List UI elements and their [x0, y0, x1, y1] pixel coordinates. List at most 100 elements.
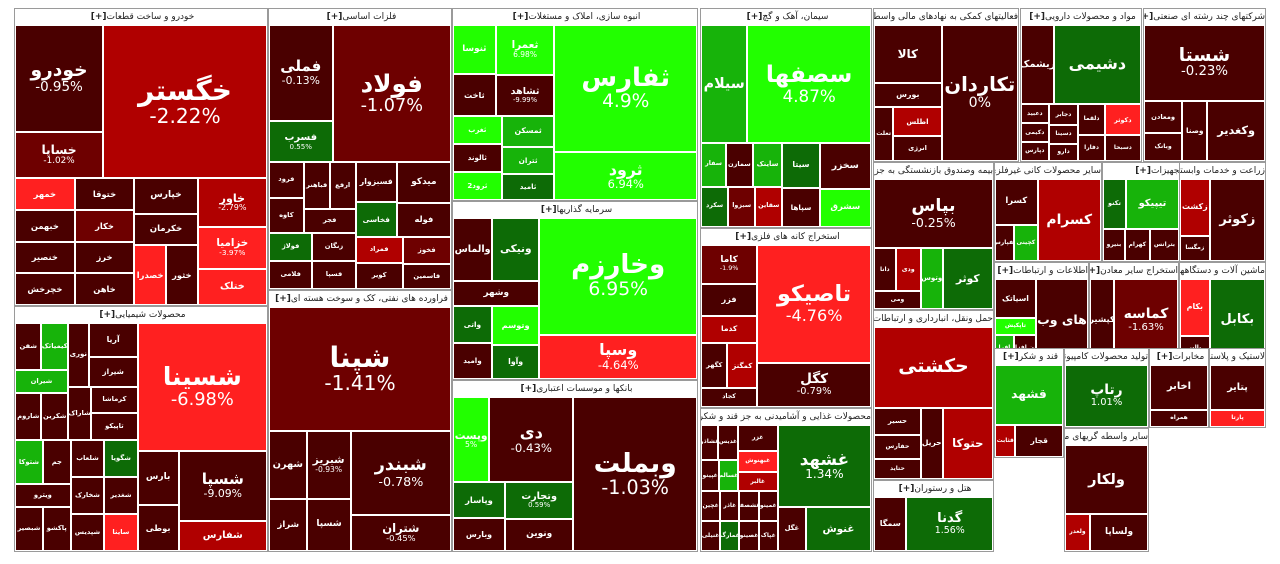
stock-tile[interactable]: بورس [874, 82, 942, 108]
stock-tile[interactable]: فملی -0.13% [269, 25, 333, 121]
stock-tile[interactable]: غنوش [805, 506, 871, 551]
stock-tile[interactable]: میدکو [396, 162, 451, 203]
stock-tile[interactable]: شستا -0.23% [1144, 25, 1265, 102]
expand-toggle[interactable]: [+] [997, 266, 1014, 276]
stock-tile[interactable]: فخوز [402, 236, 451, 264]
stock-tile[interactable]: خکرمان [134, 213, 198, 246]
stock-tile[interactable]: قجار [1015, 424, 1063, 457]
stock-tile[interactable]: سخزر [819, 142, 871, 189]
stock-tile[interactable]: ساینک [752, 142, 783, 187]
stock-tile[interactable]: سمگا [874, 497, 907, 551]
sector-header[interactable]: قند و شکر[+] [995, 349, 1063, 365]
stock-tile[interactable]: کاوه [269, 197, 304, 233]
stock-tile[interactable]: ومی [874, 291, 921, 309]
stock-tile[interactable]: دجابر [1048, 104, 1079, 126]
stock-tile[interactable]: پارتا [1210, 410, 1265, 427]
stock-tile[interactable]: شیراز [88, 356, 138, 387]
stock-tile[interactable]: تکاردان 0% [941, 25, 1018, 161]
stock-tile[interactable]: ختلک [197, 268, 267, 305]
expand-toggle[interactable]: [+] [1029, 12, 1045, 22]
stock-tile[interactable]: دشیمی [1053, 25, 1141, 105]
stock-tile[interactable]: همراه [1150, 410, 1208, 427]
stock-tile[interactable]: کالا [874, 25, 942, 83]
stock-tile[interactable]: تاپیکو [91, 413, 138, 440]
stock-tile[interactable]: ولکار [1065, 445, 1148, 514]
stock-tile[interactable]: تاپکیش [995, 318, 1036, 336]
stock-tile[interactable]: وتوسم [491, 305, 540, 345]
stock-tile[interactable]: زمگسا [1180, 236, 1210, 261]
stock-tile[interactable]: سپاها [782, 187, 820, 227]
stock-tile[interactable]: زکوثر [1209, 179, 1265, 261]
stock-tile[interactable]: خاهن [74, 273, 135, 305]
expand-toggle[interactable]: [+] [275, 294, 291, 304]
stock-tile[interactable]: شفن [15, 323, 42, 370]
sector-header[interactable]: انبوه سازی، املاک و مستغلات[+] [453, 9, 697, 25]
stock-tile[interactable]: خساپا -1.02% [15, 132, 104, 179]
stock-tile[interactable]: ومعادن [1144, 101, 1183, 134]
stock-tile[interactable]: انرژی [893, 136, 942, 161]
stock-tile[interactable]: دی -0.43% [489, 397, 574, 482]
stock-tile[interactable]: بارس [137, 450, 179, 505]
stock-tile[interactable]: وسپا -4.64% [539, 335, 697, 379]
stock-tile[interactable]: خگستر -2.22% [103, 25, 267, 179]
sector-header[interactable]: بانکها و موسسات اعتباری[+] [453, 381, 697, 397]
stock-tile[interactable]: فسرب 0.55% [269, 120, 333, 163]
stock-tile[interactable]: ثشاهد -9.99% [495, 74, 555, 117]
sector-header[interactable]: فعالیتهای کمکی به نهادهای مالی واسط[+] [874, 9, 1018, 25]
stock-tile[interactable]: غمارگ [720, 521, 740, 551]
stock-tile[interactable]: شاروم [15, 393, 42, 440]
stock-tile[interactable]: وخارزم 6.95% [539, 218, 697, 336]
stock-tile[interactable]: کگل -0.79% [757, 362, 871, 407]
stock-tile[interactable]: حتاید [874, 458, 921, 479]
stock-tile[interactable]: شخارک [70, 476, 105, 514]
stock-tile[interactable]: شپنا -1.41% [269, 307, 451, 431]
stock-tile[interactable]: شسپا [307, 499, 351, 551]
stock-tile[interactable]: سمازن [726, 142, 753, 187]
stock-tile[interactable]: وپست 5% [453, 397, 490, 482]
stock-tile[interactable]: حتوکا [942, 407, 993, 479]
stock-tile[interactable]: شیران [15, 369, 68, 394]
stock-tile[interactable]: وتوس [920, 247, 943, 309]
stock-tile[interactable]: ختوقا [74, 178, 135, 211]
stock-tile[interactable]: رتاپ 1.01% [1065, 365, 1148, 427]
stock-tile[interactable]: بپاس -0.25% [874, 179, 993, 248]
sector-header[interactable]: اطلاعات و ارتباطات[+] [995, 263, 1088, 279]
stock-tile[interactable]: سفار [701, 142, 727, 187]
stock-tile[interactable]: دسبحا [1104, 135, 1141, 161]
stock-tile[interactable]: دپارس [1021, 142, 1049, 161]
stock-tile[interactable]: ثغرب [453, 116, 502, 145]
sector-header[interactable]: مواد و محصولات دارویی[+] [1021, 9, 1141, 25]
stock-tile[interactable]: غپینو [701, 460, 720, 492]
stock-tile[interactable]: کاما -1.9% [701, 245, 758, 284]
stock-tile[interactable]: فسپا [312, 260, 356, 289]
stock-tile[interactable]: ونیکی [492, 218, 540, 282]
stock-tile[interactable]: غشصفا [739, 491, 759, 522]
sector-header[interactable]: فلزات اساسی[+] [269, 9, 451, 25]
stock-tile[interactable]: زکشت [1180, 179, 1210, 237]
stock-tile[interactable]: وصنا [1182, 101, 1208, 161]
stock-tile[interactable]: خزامیا -3.97% [197, 227, 267, 269]
stock-tile[interactable]: غچین [701, 491, 721, 522]
stock-tile[interactable]: ونوین [504, 519, 574, 551]
stock-tile[interactable]: غبهنوش [737, 450, 778, 473]
stock-tile[interactable]: حسیر [874, 407, 921, 436]
stock-tile[interactable]: خپارس [134, 178, 198, 214]
stock-tile[interactable]: ثرود 6.94% [554, 152, 697, 200]
stock-tile[interactable]: واتی [453, 305, 492, 344]
stock-tile[interactable]: دلقما [1078, 104, 1105, 135]
stock-tile[interactable]: خثور [165, 245, 198, 305]
stock-tile[interactable]: وامید [453, 343, 492, 379]
stock-tile[interactable]: شهرن [269, 430, 307, 500]
stock-tile[interactable]: کمگنز [727, 342, 758, 388]
stock-tile[interactable]: دکیمی [1021, 123, 1049, 143]
expand-toggle[interactable]: [+] [326, 12, 343, 22]
stock-tile[interactable]: سبزوا [728, 186, 756, 227]
stock-tile[interactable]: حریل [920, 407, 943, 479]
sector-header[interactable]: فراورده های نفتی، کک و سوخت هسته ای[+] [269, 291, 451, 307]
stock-tile[interactable]: شتوکا [15, 439, 43, 485]
stock-tile[interactable]: فباهنر [303, 162, 330, 210]
stock-tile[interactable]: شگویا [104, 439, 138, 477]
stock-tile[interactable]: شبصیر [15, 506, 43, 551]
stock-tile[interactable]: کسرا [995, 179, 1038, 225]
stock-tile[interactable]: فرود [269, 162, 304, 198]
